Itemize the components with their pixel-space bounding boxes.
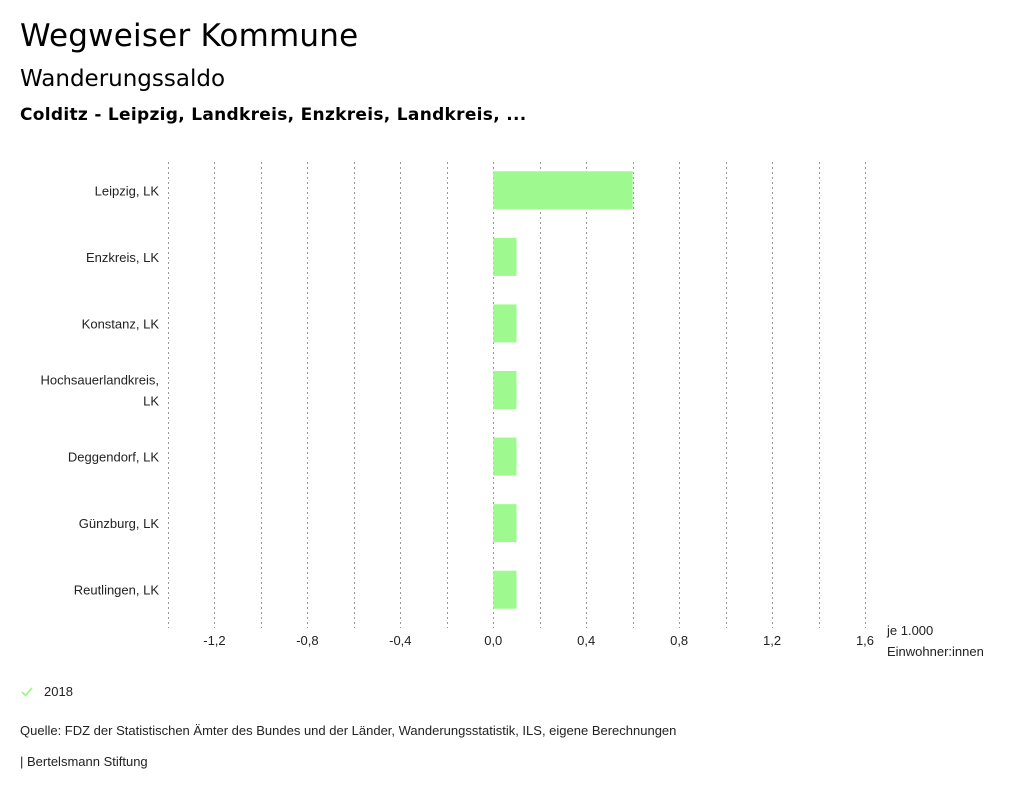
bar xyxy=(493,371,517,409)
x-axis-unit-label: Einwohner:innen xyxy=(887,644,984,659)
legend-label: 2018 xyxy=(44,684,73,699)
bar xyxy=(493,504,517,543)
category-label: Hochsauerlandkreis, xyxy=(40,373,159,388)
category-label: Konstanz, LK xyxy=(82,316,160,331)
credit-note: | Bertelsmann Stiftung xyxy=(20,754,148,769)
bar-chart: -1,2 -0,8 -0,4 0,0 0,4 0,8 1,2 1,6 je 1.000 Einwo… xyxy=(40,162,984,659)
x-tick-label: 1,2 xyxy=(763,633,781,648)
x-tick-label: 0,8 xyxy=(670,633,688,648)
category-label: Reutlingen, LK xyxy=(74,583,160,598)
bar xyxy=(493,237,517,276)
source-note: Quelle: FDZ der Statistischen Ämter des … xyxy=(20,723,677,738)
chart-subtitle: Wanderungssaldo xyxy=(20,66,226,92)
legend-item-2018[interactable]: 2018 xyxy=(20,684,73,699)
bar xyxy=(493,304,517,343)
x-tick-label: 0,0 xyxy=(484,633,502,648)
category-label: LK xyxy=(143,394,159,409)
x-tick-label: -0,8 xyxy=(296,633,318,648)
x-tick-label: -1,2 xyxy=(203,633,225,648)
bar xyxy=(493,570,517,609)
category-label: Deggendorf, LK xyxy=(68,450,159,465)
x-tick-label: 0,4 xyxy=(577,633,595,648)
check-icon xyxy=(21,686,33,697)
category-label: Enzkreis, LK xyxy=(86,250,159,265)
category-label: Leipzig, LK xyxy=(95,183,160,198)
bar xyxy=(493,171,633,210)
x-tick-label: -0,4 xyxy=(389,633,411,648)
category-label: Günzburg, LK xyxy=(79,516,160,531)
bar xyxy=(493,437,517,476)
x-axis-unit-label: je 1.000 xyxy=(886,623,933,638)
region-selection[interactable]: Colditz - Leipzig, Landkreis, Enzkreis, … xyxy=(20,105,527,125)
page-title: Wegweiser Kommune xyxy=(20,18,359,54)
x-tick-label: 1,6 xyxy=(856,633,874,648)
